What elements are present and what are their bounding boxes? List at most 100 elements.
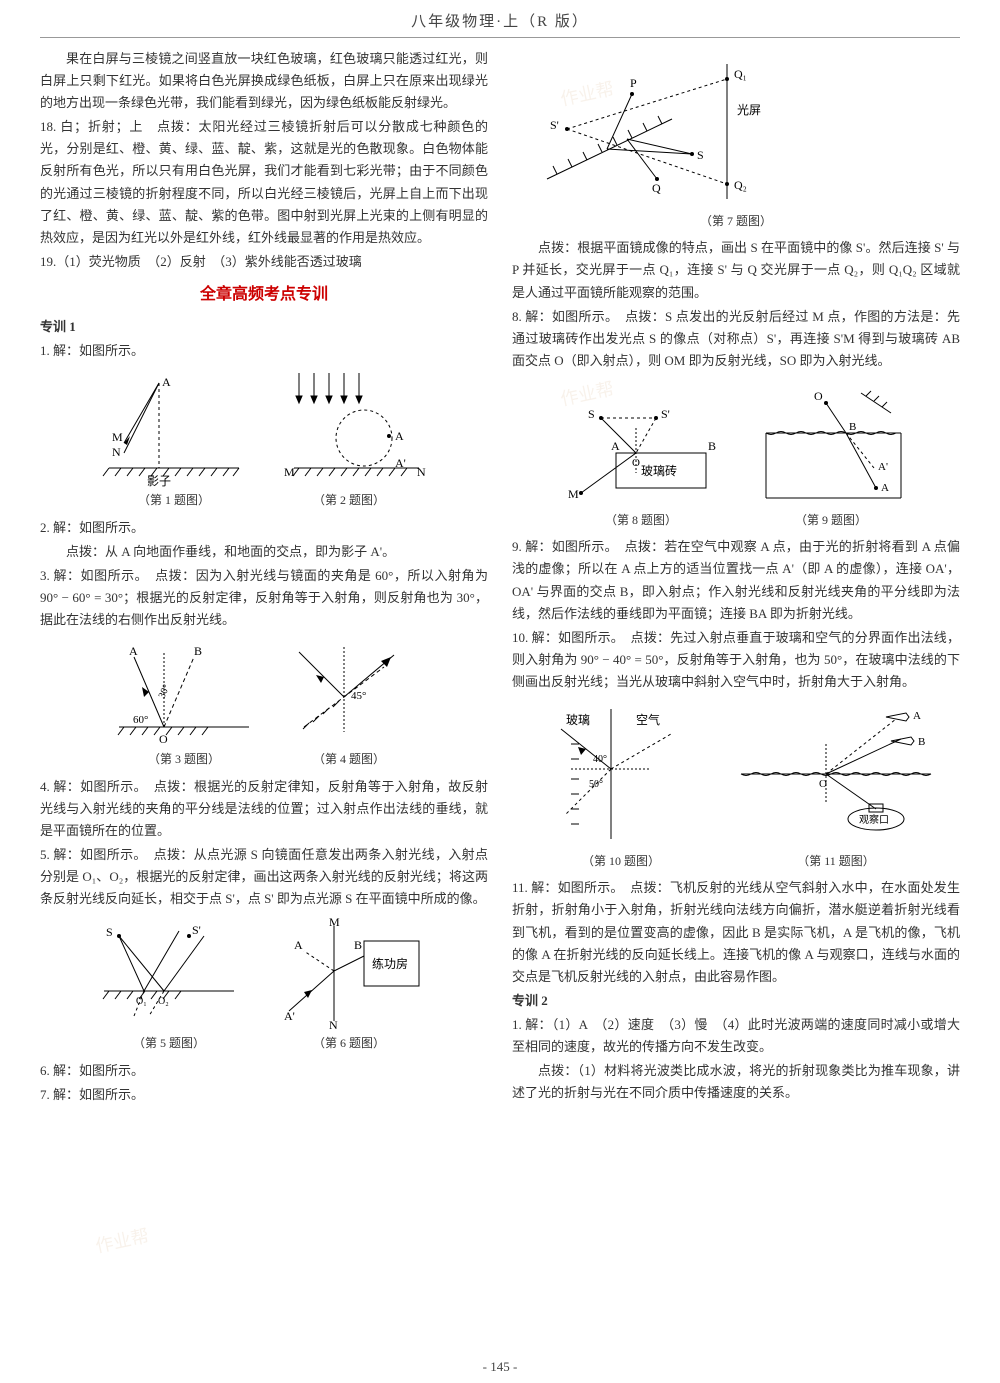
fig11-svg: A B 观察口 O (731, 699, 941, 849)
svg-text:S: S (588, 407, 595, 421)
right-column: 光屏 Q₁ Q₂ S S' P Q (512, 48, 960, 1108)
t2-q1: 1. 解：（1）A （2）速度 （3）慢 （4）此时光波两端的速度同时减小或增大… (512, 1014, 960, 1058)
svg-text:O: O (632, 457, 640, 469)
fig8: 玻璃砖 A B S S' M O （第 8 题图） (556, 378, 726, 530)
svg-text:60°: 60° (133, 714, 148, 726)
fig7: 光屏 Q₁ Q₂ S S' P Q (512, 54, 960, 231)
q6: 6. 解：如图所示。 (40, 1060, 488, 1082)
train1-heading: 专训 1 (40, 316, 488, 338)
fig2-caption: （第 2 题图） (313, 490, 385, 510)
q10: 10. 解：如图所示。 点拨：先过入射点垂直于玻璃和空气的分界面作出法线，则入射… (512, 627, 960, 693)
svg-text:B: B (708, 439, 716, 453)
svg-text:A: A (129, 644, 138, 658)
fig5-caption: （第 5 题图） (133, 1033, 205, 1053)
fig-row-8-9: 玻璃砖 A B S S' M O （第 8 题图） (512, 378, 960, 530)
svg-text:空气: 空气 (636, 712, 660, 727)
fig-row-5-6: S S' O₁ O₂ （第 5 题图） 练功房 (40, 916, 488, 1053)
svg-text:S: S (697, 148, 704, 162)
fig-row-1-2: A M N 影子 （第 1 题图） (40, 368, 488, 510)
svg-text:玻璃砖: 玻璃砖 (641, 463, 677, 478)
svg-text:光屏: 光屏 (737, 103, 761, 117)
fig6: 练功房 M N A' B A （第 6 题图） (264, 916, 434, 1053)
svg-text:P: P (630, 76, 637, 90)
svg-text:A: A (162, 375, 171, 389)
fig4: 45° （第 4 题图） (279, 637, 419, 769)
q9: 9. 解：如图所示。 点拨：若在空气中观察 A 点，由于光的折射将看到 A 点偏… (512, 536, 960, 624)
svg-text:B: B (354, 938, 362, 952)
fig7-svg: 光屏 Q₁ Q₂ S S' P Q (512, 54, 782, 209)
fig10-svg: 玻璃 空气 40° 50° (531, 699, 711, 849)
fig4-caption: （第 4 题图） (313, 749, 385, 769)
t2-q1-tip: 点拨：（1）材料将光波类比成水波，将光的折射现象类比为推车现象，讲述了光的折射与… (512, 1060, 960, 1104)
q1: 1. 解：如图所示。 (40, 340, 488, 362)
svg-text:50°: 50° (589, 779, 603, 790)
fig1-svg: A M N 影子 (99, 368, 249, 488)
section-title: 全章高频考点专训 (40, 281, 488, 308)
fig2: A A' M N （第 2 题图） (269, 368, 429, 510)
svg-text:A: A (611, 439, 620, 453)
svg-text:玻璃: 玻璃 (566, 713, 590, 727)
svg-text:O: O (814, 389, 823, 403)
fig7-caption: （第 7 题图） (512, 211, 960, 231)
q2: 2. 解：如图所示。 (40, 517, 488, 539)
train2-heading: 专训 2 (512, 990, 960, 1012)
q19: 19.（1）荧光物质 （2）反射 （3）紫外线能否透过玻璃 (40, 251, 488, 273)
fig1-caption: （第 1 题图） (138, 490, 210, 510)
q4: 4. 解：如图所示。 点拨：根据光的反射定律知，反射角等于入射角，故反射光线与入… (40, 776, 488, 842)
fig11: A B 观察口 O （第 11 题图） (731, 699, 941, 871)
q2-tip: 点拨：从 A 向地面作垂线，和地面的交点，即为影子 A'。 (40, 541, 488, 563)
svg-text:观察口: 观察口 (859, 813, 889, 826)
fig5: S S' O₁ O₂ （第 5 题图） (94, 916, 244, 1053)
svg-text:N: N (417, 465, 426, 479)
fig3-svg: A B 60° 30° O (109, 637, 259, 747)
svg-text:S': S' (550, 118, 559, 132)
fig-row-3-4: A B 60° 30° O （第 3 题图） (40, 637, 488, 769)
svg-text:A: A (294, 938, 303, 952)
svg-text:O: O (819, 778, 827, 790)
svg-text:O₂: O₂ (158, 996, 169, 1007)
svg-text:A': A' (284, 1009, 295, 1023)
svg-text:O₁: O₁ (136, 996, 147, 1007)
svg-text:A: A (913, 710, 921, 722)
svg-text:40°: 40° (593, 754, 607, 765)
q7-tip: 点拨：根据平面镜成像的特点，画出 S 在平面镜中的像 S'。然后连接 S' 与 … (512, 237, 960, 303)
svg-text:影子: 影子 (147, 474, 171, 488)
svg-text:M: M (329, 916, 340, 929)
fig2-svg: A A' M N (269, 368, 429, 488)
left-column: 果在白屏与三棱镜之间竖直放一块红色玻璃，红色玻璃只能透过红光，则白屏上只剩下红光… (40, 48, 488, 1108)
svg-text:M: M (112, 430, 123, 444)
fig1: A M N 影子 （第 1 题图） (99, 368, 249, 510)
fig8-caption: （第 8 题图） (605, 510, 677, 530)
fig-row-10-11: 玻璃 空气 40° 50° （第 10 题图） (512, 699, 960, 871)
fig10-caption: （第 10 题图） (582, 851, 660, 871)
svg-text:N: N (329, 1018, 338, 1031)
svg-text:Q₁: Q₁ (734, 67, 747, 81)
svg-text:S': S' (661, 407, 670, 421)
fig6-svg: 练功房 M N A' B A (264, 916, 434, 1031)
svg-text:B: B (194, 644, 202, 658)
svg-text:Q: Q (652, 181, 661, 195)
content-columns: 果在白屏与三棱镜之间竖直放一块红色玻璃，红色玻璃只能透过红光，则白屏上只剩下红光… (0, 38, 1000, 1118)
svg-text:M: M (568, 487, 579, 501)
fig11-caption: （第 11 题图） (797, 851, 875, 871)
svg-text:A: A (881, 482, 889, 494)
fig9-caption: （第 9 题图） (795, 510, 867, 530)
page-title: 八年级物理·上（R 版） (411, 14, 589, 30)
watermark-3: 作业帮 (93, 1222, 151, 1259)
svg-text:练功房: 练功房 (372, 956, 408, 971)
fig3: A B 60° 30° O （第 3 题图） (109, 637, 259, 769)
svg-text:A': A' (878, 461, 888, 473)
fig4-svg: 45° (279, 637, 419, 747)
fig10: 玻璃 空气 40° 50° （第 10 题图） (531, 699, 711, 871)
fig3-caption: （第 3 题图） (148, 749, 220, 769)
svg-text:30°: 30° (157, 683, 173, 700)
svg-text:45°: 45° (351, 690, 366, 702)
page-header: 八年级物理·上（R 版） (40, 0, 960, 38)
q7-left: 7. 解：如图所示。 (40, 1084, 488, 1106)
q5: 5. 解：如图所示。 点拨：从点光源 S 向镜面任意发出两条入射光线，入射点分别… (40, 844, 488, 910)
svg-text:S': S' (192, 923, 201, 937)
fig9: O B A A' （第 9 题图） (746, 378, 916, 530)
svg-text:Q₂: Q₂ (734, 178, 747, 192)
svg-text:B: B (918, 736, 925, 748)
q8: 8. 解：如图所示。 点拨：S 点发出的光反射后经过 M 点，作图的方法是：先通… (512, 306, 960, 372)
